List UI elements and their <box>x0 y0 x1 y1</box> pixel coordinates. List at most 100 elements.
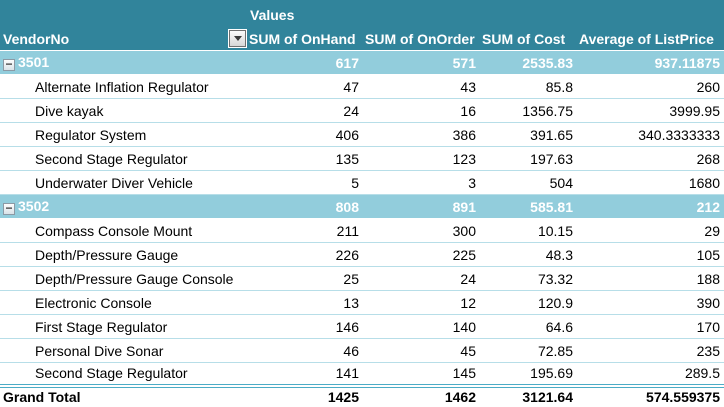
col-header-sum-onorder: SUM of OnOrder <box>363 29 480 51</box>
product-value: 12 <box>363 290 480 315</box>
col-header-sum-cost: SUM of Cost <box>480 29 577 51</box>
product-value: 235 <box>577 338 724 363</box>
product-name: Underwater Diver Vehicle <box>0 170 247 195</box>
product-value: 300 <box>363 218 480 243</box>
product-value: 226 <box>247 242 363 267</box>
vendor-number: 3502 <box>18 198 50 214</box>
product-value: 24 <box>247 98 363 123</box>
product-value: 46 <box>247 338 363 363</box>
product-value: 197.63 <box>480 146 577 171</box>
product-value: 16 <box>363 98 480 123</box>
product-value: 29 <box>577 218 724 243</box>
vendor-subtotal-value: 212 <box>577 194 724 218</box>
product-value: 140 <box>363 314 480 339</box>
product-value: 188 <box>577 266 724 291</box>
product-value: 13 <box>247 290 363 315</box>
product-value: 289.5 <box>577 362 724 387</box>
values-header-row: Values <box>0 0 724 29</box>
collapse-minus-icon[interactable]: − <box>3 58 15 71</box>
product-value: 195.69 <box>480 362 577 387</box>
product-value: 24 <box>363 266 480 291</box>
product-name: Electronic Console <box>0 290 247 315</box>
vendor-subtotal-value: 891 <box>363 194 480 218</box>
grand-total-row: Grand Total 1425 1462 3121.64 574.559375 <box>0 384 724 407</box>
product-value: 85.8 <box>480 74 577 99</box>
product-row: Depth/Pressure Gauge Console 25 24 73.32 188 <box>0 266 724 291</box>
product-value: 340.3333333 <box>577 122 724 147</box>
product-value: 225 <box>363 242 480 267</box>
product-value: 3 <box>363 170 480 195</box>
product-name: Compass Console Mount <box>0 218 247 243</box>
vendorno-filter-button[interactable] <box>229 30 246 47</box>
product-row: Second Stage Regulator 135 123 197.63 268 <box>0 146 724 171</box>
product-value: 3999.95 <box>577 98 724 123</box>
product-row: Compass Console Mount 211 300 10.15 29 <box>0 218 724 243</box>
product-name: Second Stage Regulator <box>0 146 247 171</box>
product-value: 120.9 <box>480 290 577 315</box>
product-value: 170 <box>577 314 724 339</box>
product-value: 73.32 <box>480 266 577 291</box>
vendor-label-cell: −3501 <box>0 50 247 74</box>
grand-total-onorder: 1462 <box>363 384 480 407</box>
vendor-subtotal-value: 2535.83 <box>480 50 577 74</box>
grand-total-onhand: 1425 <box>247 384 363 407</box>
product-value: 406 <box>247 122 363 147</box>
vendor-subtotal-value: 937.11875 <box>577 50 724 74</box>
grand-total-label: Grand Total <box>0 384 247 407</box>
product-name: Dive kayak <box>0 98 247 123</box>
dropdown-arrow-icon <box>233 36 242 41</box>
product-value: 43 <box>363 74 480 99</box>
product-row: Regulator System 406 386 391.65 340.3333333 <box>0 122 724 147</box>
product-value: 146 <box>247 314 363 339</box>
product-value: 260 <box>577 74 724 99</box>
product-name: First Stage Regulator <box>0 314 247 339</box>
product-value: 5 <box>247 170 363 195</box>
col-header-sum-onhand: SUM of OnHand <box>247 29 363 51</box>
product-value: 390 <box>577 290 724 315</box>
product-row: Alternate Inflation Regulator 47 43 85.8 260 <box>0 74 724 99</box>
product-value: 47 <box>247 74 363 99</box>
product-value: 105 <box>577 242 724 267</box>
vendor-subtotal-row: −3501 617 571 2535.83 937.11875 <box>0 50 724 74</box>
vendor-number: 3501 <box>18 54 50 70</box>
product-value: 268 <box>577 146 724 171</box>
product-value: 72.85 <box>480 338 577 363</box>
values-label: Values <box>247 0 724 29</box>
vendor-subtotal-value: 585.81 <box>480 194 577 218</box>
product-value: 141 <box>247 362 363 387</box>
product-value: 391.65 <box>480 122 577 147</box>
column-header-row: VendorNo SUM of OnHand SUM of OnOrder SU… <box>0 29 724 51</box>
grand-total-listprice: 574.559375 <box>577 384 724 407</box>
product-value: 386 <box>363 122 480 147</box>
product-row: Dive kayak 24 16 1356.75 3999.95 <box>0 98 724 123</box>
product-row: Second Stage Regulator 141 145 195.69 289.5 <box>0 362 724 387</box>
product-name: Personal Dive Sonar <box>0 338 247 363</box>
product-name: Depth/Pressure Gauge Console <box>0 266 247 291</box>
product-name: Regulator System <box>0 122 247 147</box>
product-value: 45 <box>363 338 480 363</box>
product-value: 145 <box>363 362 480 387</box>
product-value: 25 <box>247 266 363 291</box>
product-row: Electronic Console 13 12 120.9 390 <box>0 290 724 315</box>
product-name: Alternate Inflation Regulator <box>0 74 247 99</box>
grand-total-cost: 3121.64 <box>480 384 577 407</box>
product-value: 64.6 <box>480 314 577 339</box>
product-row: Personal Dive Sonar 46 45 72.85 235 <box>0 338 724 363</box>
collapse-minus-icon[interactable]: − <box>3 202 15 215</box>
product-value: 1680 <box>577 170 724 195</box>
product-value: 48.3 <box>480 242 577 267</box>
product-row: First Stage Regulator 146 140 64.6 170 <box>0 314 724 339</box>
vendor-subtotal-value: 571 <box>363 50 480 74</box>
vendorno-header-label: VendorNo <box>3 30 70 47</box>
product-value: 1356.75 <box>480 98 577 123</box>
product-value: 135 <box>247 146 363 171</box>
col-header-avg-listprice: Average of ListPrice <box>577 29 724 51</box>
product-value: 211 <box>247 218 363 243</box>
product-value: 123 <box>363 146 480 171</box>
vendor-subtotal-row: −3502 808 891 585.81 212 <box>0 194 724 218</box>
product-row: Depth/Pressure Gauge 226 225 48.3 105 <box>0 242 724 267</box>
product-value: 504 <box>480 170 577 195</box>
vendor-label-cell: −3502 <box>0 194 247 218</box>
pivot-body: −3501 617 571 2535.83 937.11875 Alternate Inf… <box>0 50 724 387</box>
